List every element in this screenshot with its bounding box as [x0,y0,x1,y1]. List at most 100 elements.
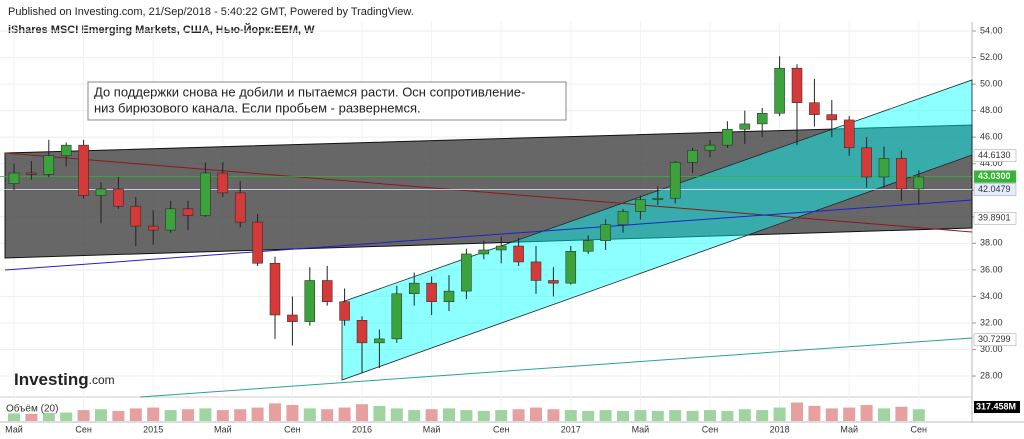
level-tag [973,212,1017,225]
blue-trendline [4,199,973,271]
volume-bar [129,408,142,421]
logo-suffix: .com [89,373,115,387]
candle-body [269,262,281,316]
logo: Investing.com [14,370,115,389]
y-tick-label: 36.00 [980,264,1003,274]
volume-bar [860,405,873,421]
candle-body [565,251,577,284]
candle-body [304,280,316,322]
volume-bar [669,410,682,421]
volume-bar [878,408,890,421]
candle-body [843,119,855,149]
candle-body [548,280,559,284]
candle-body [182,208,194,216]
candle-body [861,147,872,178]
candle-body [217,172,229,194]
candle-body [635,199,646,212]
volume-bar [286,405,299,421]
volume-bar [373,405,386,421]
volume-bar [60,412,73,421]
volume-bar [756,410,769,421]
symbol-title: iShares MSCI Emerging Markets, США, Нью-… [8,23,315,36]
published: Published on Investing.com, 21/Sep/2018 … [8,6,414,18]
volume-last-label: 317.458M [976,401,1016,411]
level-label: 30.7299 [978,334,1011,344]
volume-bar [303,408,316,421]
volume-bar [791,402,803,421]
candle-body [8,172,20,184]
teal-trendline [139,337,973,398]
volume-bar [147,407,160,421]
x-tick-label: Сен [702,424,719,434]
y-tick-label: 32.00 [980,317,1003,327]
candle-body [165,208,176,231]
y-tick-label: 34.00 [980,291,1003,301]
volume-bar [390,408,403,421]
x-tick-label: Сен [493,424,510,434]
x-tick-label: 2017 [561,424,581,434]
volume-bar [182,409,194,421]
candle-body [252,221,263,264]
candle-body [200,172,211,216]
volume-bar [617,410,629,421]
red-trendline [4,152,973,233]
note-box [87,81,567,121]
y-tick-label: 28.00 [980,370,1003,380]
volume-bar [721,410,734,421]
y-tick-label: 44.00 [980,158,1003,168]
x-tick-label: Май [5,424,23,434]
volume-bar [338,407,351,421]
level-tag [973,170,1017,183]
candle-body [513,245,524,263]
x-tick-label: Май [632,424,650,434]
candle-body [600,224,611,241]
y-tick-label: 30.00 [980,344,1003,354]
y-tick-label: 38.00 [980,238,1003,248]
volume-title: Объём (20) [6,403,58,415]
level-label: 42.0479 [978,184,1011,194]
volume-bar [704,410,716,421]
y-tick-label: 48.00 [980,105,1003,115]
candle-body [130,205,142,227]
candle-body [582,240,594,252]
volume-bar [77,410,90,421]
volume-bar [216,410,229,421]
candle-body [234,192,246,223]
volume-bar [164,410,177,421]
candle-body [408,282,420,295]
candle-body [669,162,681,199]
volume-bar [234,409,247,421]
x-tick-label: Сен [911,424,928,434]
candle-body [774,67,785,114]
candle-body [26,172,37,175]
volume-bar [8,413,20,421]
candle-body [826,114,838,121]
x-tick-label: Сен [284,424,301,434]
volume-bar [825,408,838,421]
note-line: До поддержки снова не добили и пытаемся … [94,84,525,99]
x-tick-label: 2015 [143,424,163,434]
volume-bar [425,409,438,421]
note-line: низ бирюзового канала. Если пробьем - ра… [94,100,421,115]
logo-brand: Investing [14,370,89,389]
level-tag [973,149,1017,162]
candle-body [756,113,768,125]
volume-pane [8,402,925,421]
volume-bar [547,409,560,421]
gray-channel [4,124,973,259]
candle-body [652,197,664,200]
volume-tag [974,401,1020,413]
volume-bar [321,409,334,421]
volume-bar [564,410,577,421]
candle-body [43,155,55,175]
candle-body [722,128,733,146]
volume-bar [808,405,821,421]
volume-bar [512,409,525,421]
candle-body [374,338,385,344]
x-tick-label: 2018 [770,424,790,434]
level-label: 44.6130 [978,150,1011,160]
candle-body [791,67,803,103]
level-tag [973,183,1017,196]
candle-body [356,320,368,344]
candle-body [461,253,472,292]
